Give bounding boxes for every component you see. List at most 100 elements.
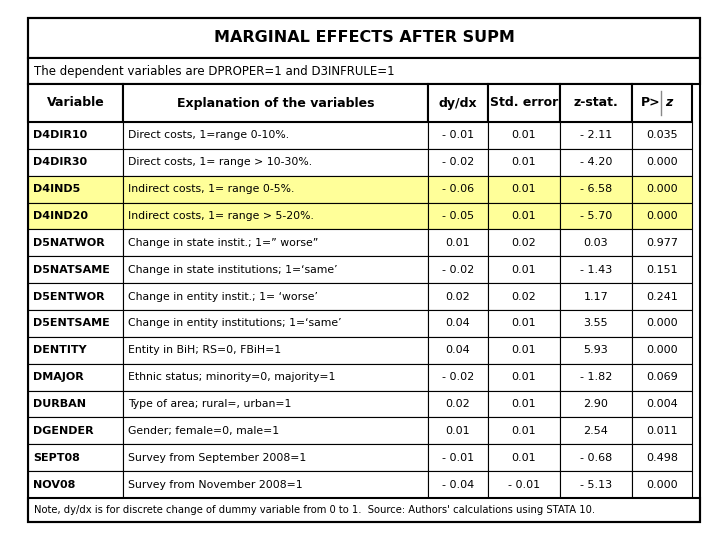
Text: - 1.43: - 1.43 <box>580 265 612 275</box>
Bar <box>428 149 488 176</box>
Text: 3.55: 3.55 <box>584 319 608 328</box>
Text: Gender; female=0, male=1: Gender; female=0, male=1 <box>128 426 279 436</box>
Bar <box>632 84 692 122</box>
Text: - 0.68: - 0.68 <box>580 453 612 463</box>
Bar <box>560 84 632 122</box>
Text: Entity in BiH; RS=0, FBiH=1: Entity in BiH; RS=0, FBiH=1 <box>128 345 281 355</box>
Bar <box>488 390 560 417</box>
Text: 0.151: 0.151 <box>646 265 678 275</box>
Text: D5ENTSAME: D5ENTSAME <box>33 319 109 328</box>
Text: 2.54: 2.54 <box>584 426 608 436</box>
Text: z: z <box>665 97 672 110</box>
Bar <box>560 202 632 230</box>
Text: D5NATWOR: D5NATWOR <box>33 238 104 248</box>
Text: 0.011: 0.011 <box>646 426 678 436</box>
Text: Change in entity instit.; 1= ‘worse’: Change in entity instit.; 1= ‘worse’ <box>128 292 318 301</box>
Text: Std. error: Std. error <box>490 97 558 110</box>
Text: 0.498: 0.498 <box>646 453 678 463</box>
Text: Note, dy/dx is for discrete change of dummy variable from 0 to 1.  Source: Autho: Note, dy/dx is for discrete change of du… <box>34 505 595 515</box>
Text: 0.01: 0.01 <box>512 345 536 355</box>
Bar <box>28 390 123 417</box>
Text: Type of area; rural=, urban=1: Type of area; rural=, urban=1 <box>128 399 292 409</box>
Bar <box>428 230 488 256</box>
Bar <box>428 84 488 122</box>
Text: Change in entity institutions; 1=‘same’: Change in entity institutions; 1=‘same’ <box>128 319 341 328</box>
Bar <box>632 390 692 417</box>
Bar <box>488 176 560 202</box>
Text: 0.01: 0.01 <box>512 265 536 275</box>
Bar <box>632 337 692 364</box>
Bar <box>632 230 692 256</box>
Text: D5ENTWOR: D5ENTWOR <box>33 292 104 301</box>
Bar <box>123 256 428 283</box>
Text: DMAJOR: DMAJOR <box>33 372 84 382</box>
Bar <box>488 444 560 471</box>
Bar <box>428 417 488 444</box>
Bar <box>28 283 123 310</box>
Text: 0.035: 0.035 <box>646 131 678 140</box>
Bar <box>28 471 123 498</box>
Text: - 0.02: - 0.02 <box>442 372 474 382</box>
Bar <box>560 283 632 310</box>
Text: 0.02: 0.02 <box>446 399 470 409</box>
Bar <box>632 310 692 337</box>
Text: 0.01: 0.01 <box>512 399 536 409</box>
Text: - 4.20: - 4.20 <box>580 157 612 167</box>
Text: 0.01: 0.01 <box>446 238 470 248</box>
Text: 0.977: 0.977 <box>646 238 678 248</box>
Text: - 5.70: - 5.70 <box>580 211 612 221</box>
Bar <box>28 18 700 58</box>
Bar <box>123 149 428 176</box>
Text: DGENDER: DGENDER <box>33 426 94 436</box>
Text: - 0.06: - 0.06 <box>442 184 474 194</box>
Bar <box>488 337 560 364</box>
Text: 0.01: 0.01 <box>446 426 470 436</box>
Text: 2.90: 2.90 <box>584 399 608 409</box>
Bar <box>123 390 428 417</box>
Text: Change in state institutions; 1=‘same’: Change in state institutions; 1=‘same’ <box>128 265 338 275</box>
Text: - 0.01: - 0.01 <box>508 480 540 490</box>
Bar <box>560 364 632 390</box>
Bar <box>632 176 692 202</box>
Bar <box>123 230 428 256</box>
Bar <box>28 202 123 230</box>
Text: D5NATSAME: D5NATSAME <box>33 265 110 275</box>
Bar <box>28 310 123 337</box>
Text: - 0.02: - 0.02 <box>442 265 474 275</box>
Text: P>: P> <box>640 97 660 110</box>
Text: - 0.05: - 0.05 <box>442 211 474 221</box>
Text: SEPT08: SEPT08 <box>33 453 80 463</box>
Text: 0.000: 0.000 <box>646 211 678 221</box>
Text: 0.03: 0.03 <box>584 238 608 248</box>
Text: 0.01: 0.01 <box>512 426 536 436</box>
Bar <box>560 149 632 176</box>
Bar <box>632 149 692 176</box>
Text: 0.04: 0.04 <box>446 345 470 355</box>
Bar <box>560 444 632 471</box>
Text: NOV08: NOV08 <box>33 480 76 490</box>
Bar <box>428 444 488 471</box>
Text: 0.01: 0.01 <box>512 131 536 140</box>
Text: - 0.04: - 0.04 <box>442 480 474 490</box>
Text: - 0.01: - 0.01 <box>442 453 474 463</box>
Bar <box>28 58 700 84</box>
Text: The dependent variables are DPROPER=1 and D3INFRULE=1: The dependent variables are DPROPER=1 an… <box>34 64 395 78</box>
Bar <box>28 230 123 256</box>
Text: 0.000: 0.000 <box>646 157 678 167</box>
Bar <box>28 122 123 149</box>
Bar <box>428 256 488 283</box>
Text: - 5.13: - 5.13 <box>580 480 612 490</box>
Text: Indirect costs, 1= range > 5-20%.: Indirect costs, 1= range > 5-20%. <box>128 211 314 221</box>
Text: - 0.02: - 0.02 <box>442 157 474 167</box>
Text: Change in state instit.; 1=” worse”: Change in state instit.; 1=” worse” <box>128 238 318 248</box>
Bar <box>632 444 692 471</box>
Bar <box>123 84 428 122</box>
Bar <box>488 364 560 390</box>
Bar <box>28 444 123 471</box>
Bar <box>123 310 428 337</box>
Text: 0.04: 0.04 <box>446 319 470 328</box>
Bar <box>28 256 123 283</box>
Text: Survey from September 2008=1: Survey from September 2008=1 <box>128 453 306 463</box>
Text: dy/dx: dy/dx <box>438 97 477 110</box>
Bar <box>123 122 428 149</box>
